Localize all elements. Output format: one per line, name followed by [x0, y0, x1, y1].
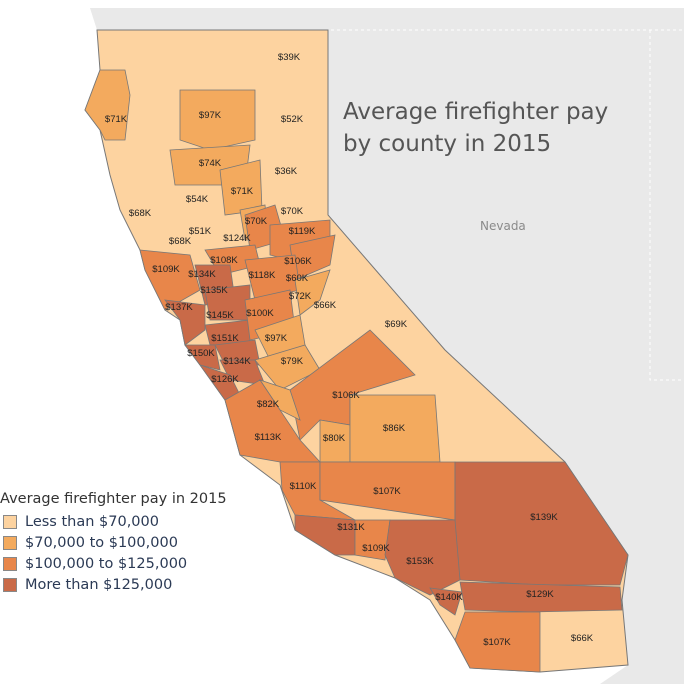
- county-label: $51K: [189, 226, 212, 237]
- county-label: $113K: [255, 432, 282, 443]
- county-label: $126K: [211, 374, 239, 385]
- legend-title: Average firefighter pay in 2015: [0, 491, 227, 507]
- county-label: $108K: [210, 255, 238, 266]
- county-shape[interactable]: [429, 587, 463, 616]
- county-label: $145K: [206, 310, 234, 321]
- legend-swatch: [3, 577, 17, 592]
- county-label: $71K: [231, 186, 254, 197]
- county-label: $153K: [406, 556, 434, 567]
- county-label: $69K: [385, 319, 408, 330]
- county-label: $66K: [571, 633, 594, 644]
- legend-label: More than $125,000: [25, 576, 173, 593]
- county-label: $71K: [105, 114, 128, 125]
- nevada-label: Nevada: [480, 219, 526, 233]
- county-shape[interactable]: [354, 519, 391, 561]
- county-label: $80K: [323, 433, 346, 444]
- county-label: $107K: [483, 637, 511, 648]
- county-label: $36K: [275, 166, 298, 177]
- county-label: $82K: [257, 399, 280, 410]
- county-label: $131K: [337, 522, 365, 533]
- county-label: $118K: [249, 270, 276, 281]
- county-label: $70K: [245, 216, 268, 227]
- county-label: $109K: [362, 543, 390, 554]
- legend-swatch: [3, 535, 17, 550]
- county-shape[interactable]: [139, 249, 201, 311]
- county-label: $106K: [284, 256, 312, 267]
- county-label: $134K: [223, 356, 251, 367]
- legend-item[interactable]: Less than $70,000: [0, 511, 227, 532]
- county-label: $66K: [314, 300, 337, 311]
- county-shape[interactable]: [459, 581, 623, 613]
- county-label: $100K: [246, 308, 274, 319]
- county-label: $60K: [286, 273, 309, 284]
- county-shape[interactable]: [164, 299, 206, 346]
- county-label: $109K: [152, 264, 180, 275]
- county-label: $119K: [289, 226, 316, 237]
- county-label: $70K: [281, 206, 304, 217]
- county-label: $72K: [289, 291, 312, 302]
- county-label: $68K: [169, 236, 192, 247]
- legend-label: Less than $70,000: [25, 513, 159, 530]
- county-label: $52K: [281, 114, 304, 125]
- legend-label: $70,000 to $100,000: [25, 534, 178, 551]
- county-label: $97K: [265, 333, 288, 344]
- legend-swatch: [3, 514, 17, 529]
- county-label: $124K: [223, 233, 251, 244]
- county-shape[interactable]: [294, 269, 331, 316]
- legend-item[interactable]: More than $125,000: [0, 574, 227, 595]
- county-label: $107K: [373, 486, 401, 497]
- county-label: $137K: [165, 302, 193, 313]
- county-label: $68K: [129, 208, 152, 219]
- county-label: $139K: [530, 512, 558, 523]
- county-label: $140K: [435, 592, 463, 603]
- neighbor-states: [90, 8, 684, 684]
- legend: Average firefighter pay in 2015 Less tha…: [0, 491, 227, 595]
- county-shape[interactable]: [454, 611, 541, 673]
- county-label: $97K: [199, 110, 222, 121]
- county-label: $106K: [332, 390, 360, 401]
- map-title: Average firefighter pay by county in 201…: [343, 99, 609, 157]
- county-shape[interactable]: [184, 344, 221, 371]
- county-shape[interactable]: [179, 89, 256, 151]
- county-shape[interactable]: [84, 69, 131, 141]
- county-label: $54K: [186, 194, 209, 205]
- county-label: $150K: [187, 348, 215, 359]
- county-label: $134K: [188, 269, 216, 280]
- county-shape[interactable]: [384, 519, 461, 596]
- county-label: $79K: [281, 356, 304, 367]
- legend-item[interactable]: $100,000 to $125,000: [0, 553, 227, 574]
- county-label: $74K: [199, 158, 222, 169]
- county-label: $151K: [211, 333, 239, 344]
- county-label: $129K: [526, 589, 554, 600]
- legend-swatch: [3, 556, 17, 571]
- county-label: $39K: [278, 52, 301, 63]
- county-label: $110K: [290, 481, 317, 492]
- county-label: $86K: [383, 423, 406, 434]
- county-shape[interactable]: [294, 514, 356, 556]
- legend-item[interactable]: $70,000 to $100,000: [0, 532, 227, 553]
- county-label: $135K: [200, 285, 228, 296]
- legend-label: $100,000 to $125,000: [25, 555, 188, 572]
